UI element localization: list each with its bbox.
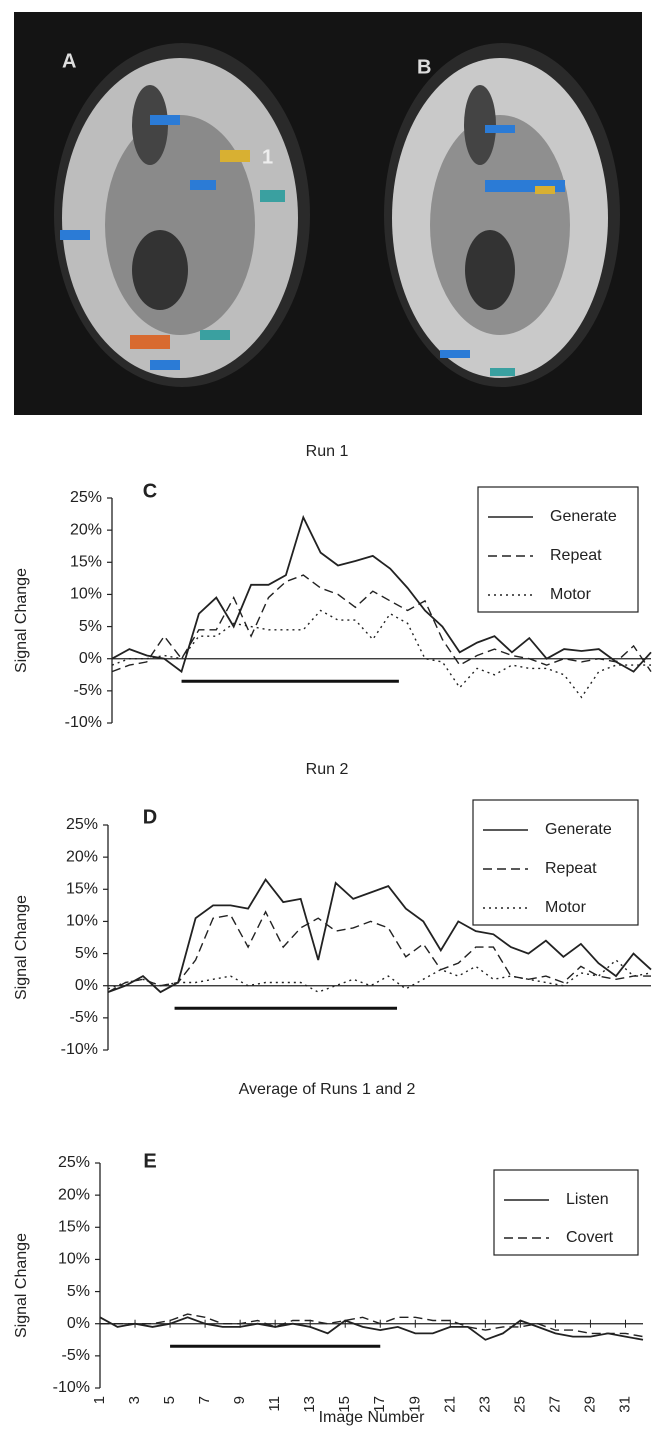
legend-label: Generate [545, 821, 612, 838]
series-line [100, 1314, 643, 1337]
x-tick-label: 7 [196, 1396, 213, 1404]
x-tick-label: 27 [546, 1396, 563, 1413]
x-tick-label: 29 [581, 1396, 598, 1413]
y-tick-label: 15% [70, 554, 102, 571]
y-tick-label: 0% [67, 1315, 90, 1332]
legend: Generate Repeat Motor [478, 487, 638, 612]
legend-label: Motor [545, 899, 587, 916]
chart-title: Average of Runs 1 and 2 [239, 1081, 416, 1098]
chart-title: Run 1 [306, 443, 349, 460]
y-tick-label: 20% [66, 848, 98, 865]
brain-a [54, 43, 310, 387]
legend: Listen Covert [494, 1170, 638, 1255]
y-axis-label: Signal Change [13, 1233, 30, 1338]
legend-label: Motor [550, 586, 592, 603]
x-tick-label: 13 [301, 1396, 318, 1413]
figure-svg: A B 1 Run 1CSignal Change25%20%15%10%5%0… [0, 0, 655, 1434]
x-tick-label: 5 [161, 1396, 178, 1404]
y-tick-label: -10% [53, 1379, 90, 1396]
y-tick-label: -10% [65, 714, 102, 731]
y-tick-label: 15% [58, 1219, 90, 1236]
y-tick-label: 10% [66, 913, 98, 930]
legend-label: Repeat [550, 547, 602, 564]
legend-label: Covert [566, 1229, 614, 1246]
x-tick-label: 25 [511, 1396, 528, 1413]
region-label: 1 [262, 146, 273, 168]
y-tick-label: 25% [70, 489, 102, 506]
panel-label: A [62, 50, 76, 72]
x-axis-label: Image Number [319, 1409, 425, 1426]
x-tick-label: 11 [266, 1396, 283, 1412]
legend-label: Listen [566, 1191, 609, 1208]
y-axis-label: Signal Change [13, 568, 30, 673]
y-axis-label: Signal Change [13, 895, 30, 1000]
y-tick-label: -5% [62, 1347, 90, 1364]
figure: A B 1 Run 1CSignal Change25%20%15%10%5%0… [0, 0, 655, 1434]
y-tick-label: 20% [58, 1186, 90, 1203]
chart-title: Run 2 [306, 761, 349, 778]
x-tick-label: 31 [616, 1396, 633, 1413]
legend-label: Generate [550, 508, 617, 525]
series-line [112, 611, 651, 698]
x-tick-label: 21 [441, 1396, 458, 1413]
legend: Generate Repeat Motor [473, 800, 638, 925]
y-tick-label: 5% [75, 945, 98, 962]
panel-label: E [143, 1150, 156, 1172]
y-tick-label: 15% [66, 881, 98, 898]
y-tick-label: 25% [58, 1154, 90, 1171]
series-line [100, 1317, 643, 1340]
y-tick-label: 10% [70, 586, 102, 603]
panel-label: C [143, 480, 157, 502]
y-tick-label: 10% [58, 1251, 90, 1268]
legend-label: Repeat [545, 860, 597, 877]
x-tick-label: 3 [126, 1396, 143, 1404]
x-tick-label: 1 [91, 1396, 108, 1404]
y-tick-label: -5% [70, 1009, 98, 1026]
brain-b [384, 43, 620, 387]
y-tick-label: 20% [70, 521, 102, 538]
y-tick-label: -10% [61, 1041, 98, 1058]
y-tick-label: -5% [74, 682, 102, 699]
y-tick-label: 25% [66, 816, 98, 833]
y-tick-label: 0% [79, 650, 102, 667]
panel-label: B [417, 56, 431, 78]
x-tick-label: 9 [231, 1396, 248, 1404]
panel-label: D [143, 806, 157, 828]
y-tick-label: 5% [67, 1283, 90, 1300]
x-tick-label: 23 [476, 1396, 493, 1413]
y-tick-label: 0% [75, 977, 98, 994]
y-tick-label: 5% [79, 618, 102, 635]
